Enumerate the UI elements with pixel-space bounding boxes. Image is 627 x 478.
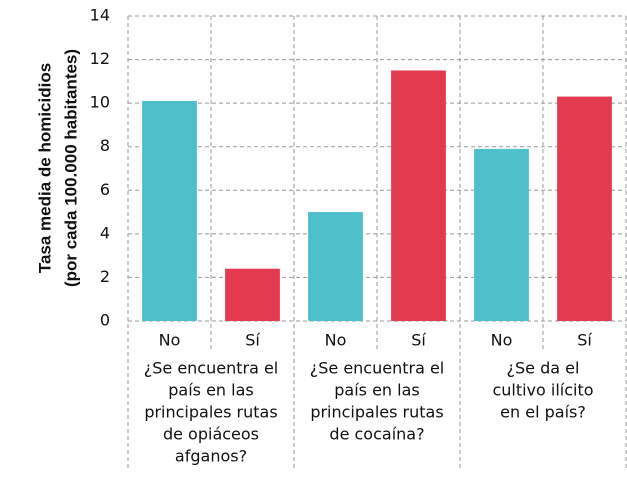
- bar: [557, 96, 612, 321]
- x-tick-label: Sí: [245, 331, 260, 350]
- x-tick-label: Sí: [411, 331, 426, 350]
- group-label: principales rutas: [144, 403, 277, 422]
- y-axis-label: (por cada 100.000 habitantes): [61, 49, 80, 287]
- group-label: país en las: [334, 381, 419, 400]
- y-tick-label: 8: [100, 136, 110, 155]
- group-label: cultivo ilícito: [492, 381, 593, 400]
- bar: [391, 70, 446, 321]
- group-label: ¿Se encuentra el: [310, 359, 445, 378]
- y-tick-label: 2: [100, 267, 110, 286]
- bar: [474, 148, 529, 321]
- y-tick-label: 6: [100, 180, 110, 199]
- group-label: ¿Se da el: [507, 359, 580, 378]
- x-tick-label: No: [159, 331, 181, 350]
- y-tick-label: 14: [90, 6, 110, 25]
- y-axis-label: Tasa media de homicidios: [35, 63, 54, 273]
- y-tick-label: 12: [90, 49, 110, 68]
- group-label: país en las: [168, 381, 253, 400]
- group-label: afganos?: [175, 447, 247, 466]
- bar: [142, 100, 197, 321]
- group-label: de opiáceos: [163, 425, 259, 444]
- x-tick-label: Sí: [577, 331, 592, 350]
- x-tick-label: No: [325, 331, 347, 350]
- y-tick-label: 0: [100, 311, 110, 330]
- bar: [308, 212, 363, 321]
- group-label: en el país?: [500, 403, 586, 422]
- group-label: ¿Se encuentra el: [144, 359, 279, 378]
- y-tick-label: 10: [90, 93, 110, 112]
- bar: [225, 268, 280, 321]
- x-tick-label: No: [491, 331, 513, 350]
- y-tick-label: 4: [100, 223, 110, 242]
- group-label: de cocaína?: [329, 425, 424, 444]
- group-label: principales rutas: [310, 403, 443, 422]
